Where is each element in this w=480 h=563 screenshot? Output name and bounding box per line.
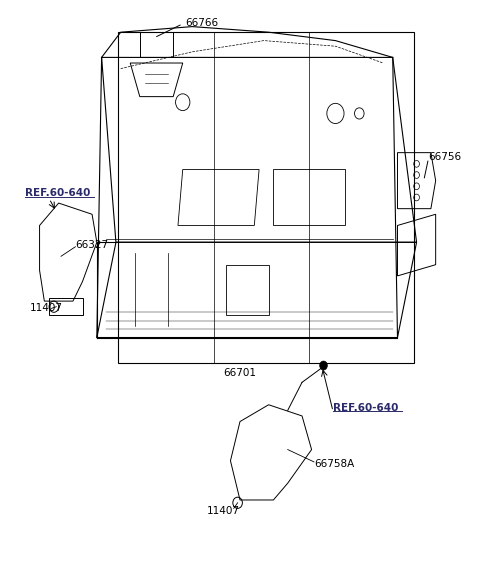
Text: 66701: 66701	[224, 368, 256, 378]
Text: 11407: 11407	[30, 303, 63, 314]
Text: 66758A: 66758A	[314, 459, 354, 468]
Text: REF.60-640: REF.60-640	[25, 188, 91, 198]
Text: REF.60-640: REF.60-640	[333, 403, 398, 413]
Text: 11407: 11407	[206, 506, 240, 516]
Circle shape	[320, 361, 327, 370]
Text: 66766: 66766	[185, 17, 218, 28]
Text: 66756: 66756	[429, 152, 462, 162]
Text: 66327: 66327	[75, 240, 108, 250]
